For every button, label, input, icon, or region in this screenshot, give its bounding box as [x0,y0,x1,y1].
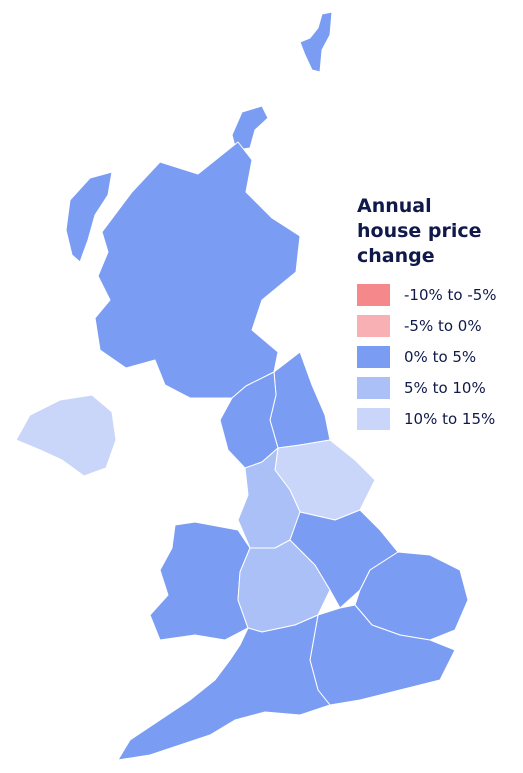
region [299,11,333,73]
region [269,351,331,449]
region [94,141,301,399]
legend-item: 0% to 5% [357,341,517,372]
region [149,521,251,641]
region [65,171,113,263]
legend-title: Annual house price change [357,195,482,267]
legend-swatch [357,314,390,337]
legend: Annual house price change -10% to -5% -5%… [357,194,517,434]
legend-swatch [357,283,390,306]
legend-swatch [357,407,390,430]
legend-item: 10% to 15% [357,403,517,434]
region [354,551,469,641]
region [231,105,269,151]
legend-swatch [357,376,390,399]
legend-label: 10% to 15% [404,409,496,428]
region [117,614,331,761]
legend-label: 5% to 10% [404,378,486,397]
legend-item: -10% to -5% [357,279,517,310]
legend-label: 0% to 5% [404,347,477,366]
legend-item: 5% to 10% [357,372,517,403]
legend-label: -10% to -5% [404,285,497,304]
legend-item: -5% to 0% [357,310,517,341]
legend-items: -10% to -5% -5% to 0% 0% to 5% 5% to 10% 10%… [357,279,517,434]
region [15,394,117,477]
legend-label: -5% to 0% [404,316,482,335]
legend-swatch [357,345,390,368]
